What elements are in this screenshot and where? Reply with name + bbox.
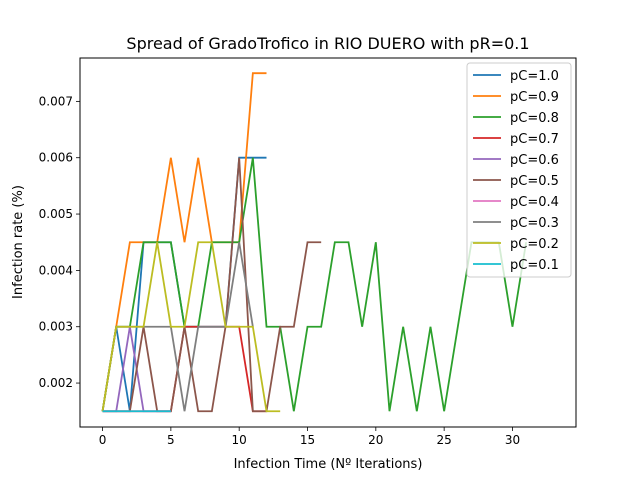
legend-label: pC=0.6 bbox=[510, 153, 559, 168]
legend-label: pC=0.8 bbox=[510, 111, 559, 126]
x-tick-label: 5 bbox=[167, 433, 175, 447]
y-tick-label: 0.006 bbox=[39, 151, 73, 165]
legend-label: pC=0.4 bbox=[510, 195, 559, 210]
series-line-pc-0-5 bbox=[102, 157, 322, 413]
x-axis: 0 5 10 15 20 25 30 bbox=[99, 427, 520, 447]
legend-label: pC=0.7 bbox=[510, 132, 559, 147]
y-axis: 0.002 0.003 0.004 0.005 0.006 0.007 bbox=[39, 94, 80, 390]
x-tick-label: 10 bbox=[232, 433, 247, 447]
y-tick-label: 0.003 bbox=[39, 320, 73, 334]
series-line-pc-0-2 bbox=[101, 241, 281, 413]
plot-frame bbox=[79, 57, 577, 428]
y-tick-label: 0.005 bbox=[39, 207, 73, 221]
legend: pC=1.0 pC=0.9 pC=0.8 pC=0.7 pC=0.6 pC=0.5 pC=0… bbox=[466, 62, 572, 278]
x-tick-label: 15 bbox=[300, 433, 315, 447]
y-tick-label: 0.004 bbox=[39, 263, 73, 277]
y-axis-label: Infection rate (%) bbox=[11, 185, 26, 299]
series-layer bbox=[101, 72, 528, 413]
series-line-pc-0-8 bbox=[101, 157, 528, 412]
legend-label: pC=0.9 bbox=[510, 90, 559, 105]
y-tick-label: 0.002 bbox=[39, 376, 73, 390]
chart-title: Spread of GradoTrofico in RIO DUERO with… bbox=[126, 34, 529, 53]
x-tick-label: 20 bbox=[368, 433, 383, 447]
legend-label: pC=0.1 bbox=[510, 258, 559, 273]
x-axis-label: Infection Time (Nº Iterations) bbox=[234, 457, 423, 472]
y-tick-label: 0.007 bbox=[39, 94, 73, 108]
x-tick-label: 25 bbox=[437, 433, 452, 447]
x-tick-label: 0 bbox=[99, 433, 107, 447]
legend-label: pC=1.0 bbox=[510, 69, 559, 84]
legend-label: pC=0.3 bbox=[510, 216, 559, 231]
x-tick-label: 30 bbox=[505, 433, 520, 447]
legend-label: pC=0.2 bbox=[510, 237, 559, 252]
legend-label: pC=0.5 bbox=[510, 174, 559, 189]
